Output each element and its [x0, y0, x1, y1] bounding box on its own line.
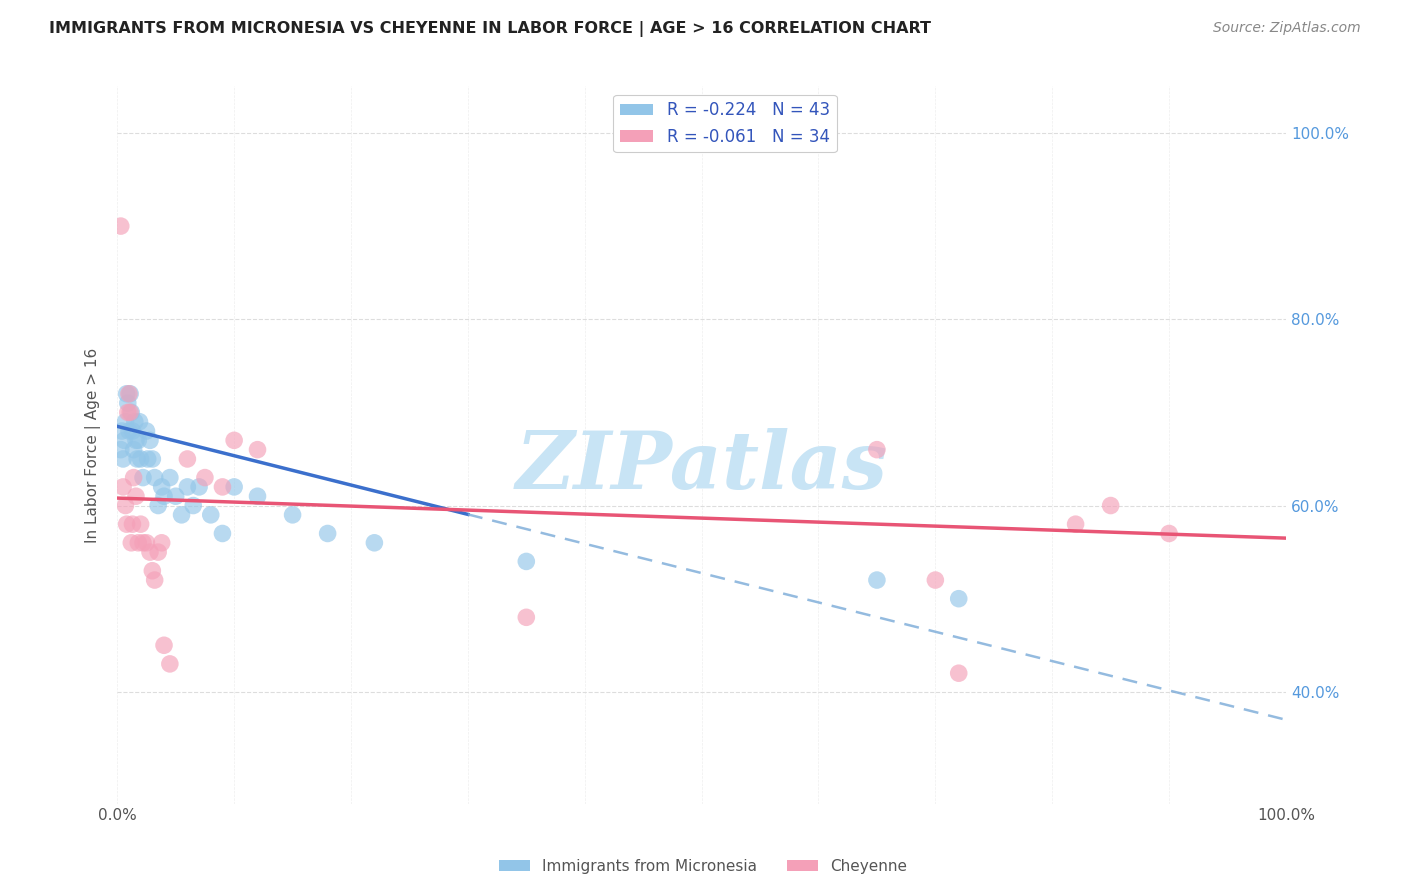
Point: [141, 564, 163, 578]
Point: [118, 424, 141, 438]
Point: [110, 442, 132, 457]
Point: [211, 480, 233, 494]
Point: [176, 480, 198, 494]
Text: IMMIGRANTS FROM MICRONESIA VS CHEYENNE IN LABOR FORCE | AGE > 16 CORRELATION CHA: IMMIGRANTS FROM MICRONESIA VS CHEYENNE I…: [49, 21, 931, 37]
Point: [148, 545, 170, 559]
Point: [122, 470, 145, 484]
Point: [117, 405, 139, 419]
Point: [132, 470, 155, 484]
Text: ZIPatlas: ZIPatlas: [516, 428, 887, 505]
Point: [148, 499, 170, 513]
Point: [124, 415, 146, 429]
Point: [135, 424, 157, 438]
Point: [948, 591, 970, 606]
Point: [866, 442, 889, 457]
Point: [170, 508, 193, 522]
Point: [176, 452, 198, 467]
Point: [150, 480, 173, 494]
Point: [159, 470, 181, 484]
Point: [112, 480, 135, 494]
Point: [188, 480, 211, 494]
Legend: R = -0.224   N = 43, R = -0.061   N = 34: R = -0.224 N = 43, R = -0.061 N = 34: [613, 95, 837, 153]
Point: [125, 489, 148, 503]
Legend: Immigrants from Micronesia, Cheyenne: Immigrants from Micronesia, Cheyenne: [494, 853, 912, 880]
Point: [363, 536, 385, 550]
Point: [924, 573, 946, 587]
Point: [132, 536, 155, 550]
Point: [114, 415, 136, 429]
Point: [115, 386, 138, 401]
Point: [129, 452, 152, 467]
Point: [224, 434, 246, 448]
Point: [153, 489, 176, 503]
Point: [128, 415, 150, 429]
Point: [143, 470, 166, 484]
Point: [153, 638, 176, 652]
Point: [125, 434, 148, 448]
Text: Source: ZipAtlas.com: Source: ZipAtlas.com: [1213, 21, 1361, 35]
Point: [136, 452, 159, 467]
Point: [159, 657, 181, 671]
Point: [515, 554, 537, 568]
Point: [1064, 517, 1087, 532]
Point: [112, 452, 135, 467]
Point: [117, 396, 139, 410]
Point: [1159, 526, 1181, 541]
Point: [118, 386, 141, 401]
Point: [246, 489, 269, 503]
Point: [281, 508, 304, 522]
Point: [120, 405, 142, 419]
Point: [121, 517, 143, 532]
Point: [200, 508, 222, 522]
Point: [127, 536, 149, 550]
Point: [515, 610, 537, 624]
Point: [127, 434, 149, 448]
Point: [150, 536, 173, 550]
Point: [224, 480, 246, 494]
Point: [194, 470, 217, 484]
Point: [120, 536, 142, 550]
Point: [139, 434, 162, 448]
Point: [316, 526, 339, 541]
Point: [129, 517, 152, 532]
Point: [120, 405, 142, 419]
Point: [866, 573, 889, 587]
Point: [948, 666, 970, 681]
Point: [143, 573, 166, 587]
Point: [121, 424, 143, 438]
Point: [246, 442, 269, 457]
Y-axis label: In Labor Force | Age > 16: In Labor Force | Age > 16: [86, 347, 101, 542]
Point: [135, 536, 157, 550]
Point: [110, 219, 132, 233]
Point: [139, 545, 162, 559]
Point: [114, 499, 136, 513]
Point: [115, 517, 138, 532]
Point: [111, 424, 134, 438]
Point: [120, 386, 142, 401]
Point: [165, 489, 187, 503]
Point: [122, 442, 145, 457]
Point: [127, 452, 149, 467]
Point: [181, 499, 204, 513]
Point: [141, 452, 163, 467]
Point: [1099, 499, 1122, 513]
Point: [211, 526, 233, 541]
Point: [112, 434, 135, 448]
